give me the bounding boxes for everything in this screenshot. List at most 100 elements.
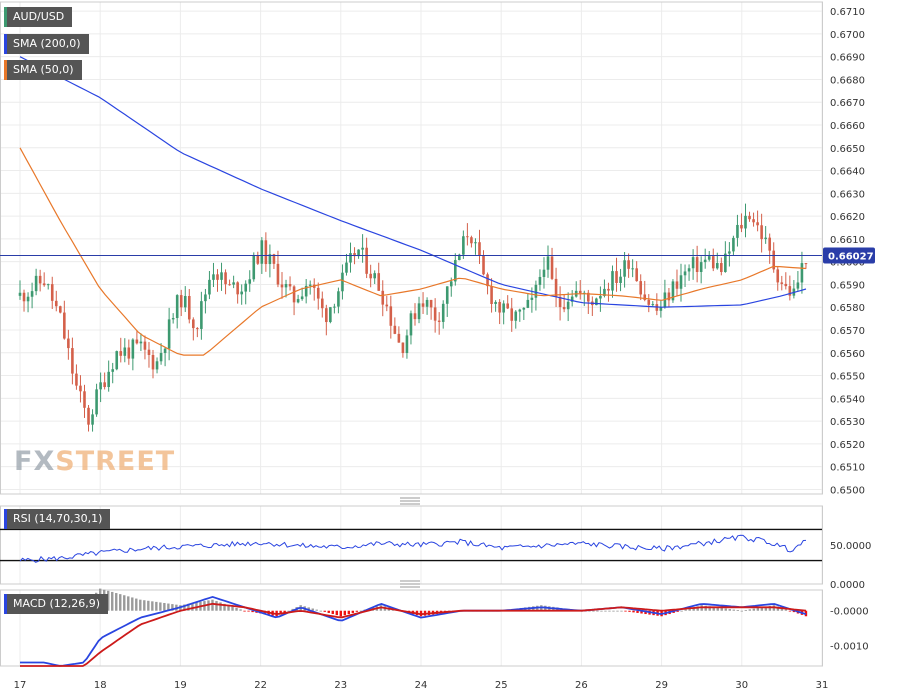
candle-body <box>95 389 98 415</box>
macd-histogram-bar <box>279 610 282 615</box>
legend-sma200[interactable]: SMA (200,0) <box>4 34 89 54</box>
last-price-tag: 0.66027 <box>0 247 875 264</box>
legend-rsi[interactable]: RSI (14,70,30,1) <box>4 509 111 529</box>
macd-histogram-bar <box>143 600 146 611</box>
x-tick-label: 24 <box>415 680 428 691</box>
candle-body <box>611 271 614 291</box>
macd-histogram-bar <box>163 602 166 611</box>
candle-body <box>639 281 643 295</box>
candle-body <box>59 306 62 313</box>
candle-body <box>534 284 538 298</box>
candle-body <box>667 292 671 301</box>
macd-histogram-bar <box>588 610 591 612</box>
candle-body <box>615 271 618 283</box>
candle-body <box>578 290 582 294</box>
candle-body <box>300 296 304 300</box>
candle-body <box>458 254 461 261</box>
candle-body <box>325 308 328 323</box>
candle-body <box>377 273 381 291</box>
macd-histogram-bar <box>724 608 727 611</box>
price-tick-label: 0.6680 <box>830 75 865 86</box>
candle-body <box>91 414 94 425</box>
candle-body <box>498 301 501 313</box>
candle-body <box>784 283 788 287</box>
macd-histogram-bar <box>283 610 286 613</box>
candle-body <box>417 303 421 320</box>
candle-body <box>329 307 332 323</box>
candle-body <box>212 274 215 280</box>
x-tick-label: 26 <box>575 680 588 691</box>
macd-histogram-bar <box>600 610 603 612</box>
macd-histogram-bar <box>788 610 792 612</box>
candle-body <box>26 296 30 302</box>
macd-histogram-bar <box>616 610 619 612</box>
macd-histogram-bar <box>684 609 687 611</box>
macd-histogram-bar <box>764 606 768 611</box>
panel-resize-handles[interactable] <box>400 497 420 588</box>
macd-histogram-bar <box>135 598 138 611</box>
candle-body <box>756 222 759 226</box>
x-tick-label: 19 <box>174 680 187 691</box>
price-tick-label: 0.6700 <box>830 30 865 41</box>
macd-histogram-bar <box>780 607 784 611</box>
legend-symbol[interactable]: AUD/USD <box>4 7 73 27</box>
candle-body <box>413 313 417 320</box>
candle-body <box>393 325 397 334</box>
candle-body <box>687 268 691 272</box>
macd-histogram-bar <box>756 607 760 611</box>
rsi-tick-label: 0.0000 <box>830 580 865 591</box>
macd-histogram-bar <box>748 609 752 611</box>
legend-rsi-label: RSI (14,70,30,1) <box>13 512 103 525</box>
x-tick-label: 25 <box>495 680 508 691</box>
macd-histogram-bar <box>223 603 226 611</box>
candle-body <box>288 284 292 287</box>
macd-histogram-bar <box>119 594 122 611</box>
candle-body <box>143 341 147 350</box>
candle-body <box>764 237 767 240</box>
candle-body <box>103 382 106 388</box>
macd-histogram-bar <box>712 606 715 611</box>
price-tick-label: 0.6670 <box>830 98 865 109</box>
macd-histogram-bar <box>147 600 150 611</box>
candle-body <box>260 240 264 264</box>
macd-histogram-bar <box>740 610 743 612</box>
candle-body <box>538 276 542 285</box>
candle-body <box>736 224 739 238</box>
candle-body <box>361 247 364 250</box>
macd-histogram-bar <box>215 601 218 611</box>
candle-body <box>38 275 42 284</box>
candle-body <box>587 292 590 302</box>
candle-body <box>163 348 167 353</box>
macd-histogram-bar <box>139 599 142 611</box>
candle-body <box>526 299 530 308</box>
macd-histogram-bar <box>167 603 170 611</box>
candle-body <box>502 303 505 313</box>
legend-sma50-label: SMA (50,0) <box>13 63 74 76</box>
candle-body <box>631 268 634 270</box>
candle-body <box>337 291 340 307</box>
candle-body <box>804 263 808 265</box>
macd-histogram-bar <box>151 601 154 611</box>
price-tick-label: 0.6710 <box>830 7 865 18</box>
macd-tick-label: -0.0000 <box>830 607 869 618</box>
price-tick-label: 0.6630 <box>830 189 865 200</box>
macd-histogram-bar <box>187 603 190 611</box>
candle-body <box>115 351 119 370</box>
candle-body <box>683 271 687 276</box>
last-price-box <box>823 247 875 264</box>
candle-body <box>732 237 735 252</box>
price-tick-label: 0.6520 <box>830 440 865 451</box>
legend-macd[interactable]: MACD (12,26,9) <box>4 594 109 614</box>
legend-macd-label: MACD (12,26,9) <box>13 597 101 610</box>
candle-body <box>22 292 26 302</box>
macd-histogram-bar <box>640 610 643 614</box>
candle-body <box>433 307 437 321</box>
price-tick-label: 0.6660 <box>830 121 865 132</box>
candle-body <box>619 276 622 283</box>
candle-body <box>699 262 703 272</box>
candle-body <box>647 299 651 305</box>
candle-body <box>175 295 179 319</box>
candle-body <box>695 257 699 272</box>
legend-sma50[interactable]: SMA (50,0) <box>4 60 82 80</box>
